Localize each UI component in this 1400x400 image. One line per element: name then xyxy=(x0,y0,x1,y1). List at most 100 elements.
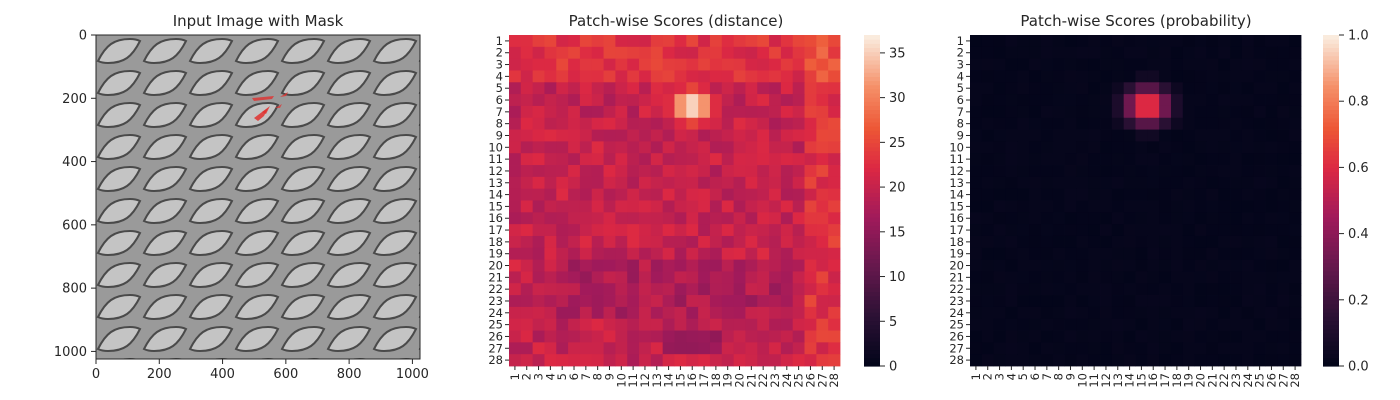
heatmap-cell xyxy=(1005,70,1018,83)
heatmap-cell xyxy=(1194,295,1207,308)
heatmap-cell xyxy=(1218,354,1231,367)
heatmap-cell xyxy=(1076,58,1089,71)
heatmap-cell xyxy=(579,224,593,237)
heatmap-cell xyxy=(1147,224,1160,237)
heatmap-cell xyxy=(1064,82,1077,95)
heatmap-cell xyxy=(615,153,628,166)
heatmap-cell xyxy=(1241,306,1255,320)
y-tick-label: 400 xyxy=(62,155,87,170)
heatmap-cell xyxy=(1206,247,1219,261)
heatmap-cell xyxy=(721,235,735,249)
distance-heatmap-cells xyxy=(509,35,841,367)
heatmap-cell xyxy=(1076,70,1089,83)
heatmap-cell xyxy=(792,141,805,154)
heatmap-cell xyxy=(1135,259,1148,272)
colorbar-segment xyxy=(864,142,880,148)
heatmap-cell xyxy=(1159,188,1172,201)
heatmap-cell xyxy=(733,117,746,130)
heatmap-cell xyxy=(1289,82,1302,95)
colorbar-segment xyxy=(1323,171,1339,177)
heatmap-cell xyxy=(1206,141,1219,154)
heatmap-cell xyxy=(804,247,817,261)
heatmap-cell xyxy=(556,330,569,343)
heatmap-cell xyxy=(1029,200,1042,213)
colorbar-segment xyxy=(1323,76,1339,82)
heatmap-cell xyxy=(532,117,545,130)
heatmap-cell xyxy=(1159,58,1172,71)
heatmap-cell xyxy=(532,235,545,249)
heatmap-cell xyxy=(509,200,522,213)
heatmap-cell xyxy=(1277,70,1290,83)
row-tick-label: 16 xyxy=(949,211,964,225)
heatmap-cell xyxy=(745,354,758,367)
heatmap-cell xyxy=(981,82,995,95)
heatmap-cell xyxy=(650,224,664,237)
heatmap-cell xyxy=(591,141,604,154)
heatmap-cell xyxy=(1265,117,1278,130)
heatmap-cell xyxy=(1088,295,1101,308)
heatmap-cell xyxy=(1064,354,1077,367)
heatmap-cell xyxy=(1182,283,1196,296)
heatmap-cell xyxy=(1206,153,1219,166)
heatmap-cell xyxy=(615,259,628,272)
heatmap-cell xyxy=(674,283,687,296)
heatmap-cell xyxy=(1111,165,1125,178)
heatmap-cell xyxy=(1277,94,1290,107)
heatmap-cell xyxy=(792,82,805,95)
heatmap-cell xyxy=(698,224,711,237)
heatmap-cell xyxy=(709,105,723,119)
col-tick-label: 21 xyxy=(744,373,758,388)
heatmap-cell xyxy=(1194,165,1207,178)
heatmap-cell xyxy=(674,105,687,119)
heatmap-cell xyxy=(1218,141,1231,154)
colorbar-segment xyxy=(864,262,880,268)
heatmap-cell xyxy=(1040,295,1054,308)
heatmap-cell xyxy=(1194,342,1207,355)
heatmap-cell xyxy=(674,82,687,95)
heatmap-cell xyxy=(509,153,522,166)
heatmap-cell xyxy=(520,342,534,355)
heatmap-cell xyxy=(1253,342,1266,355)
heatmap-cell xyxy=(1040,235,1054,249)
heatmap-cell xyxy=(780,259,794,272)
heatmap-cell xyxy=(1230,117,1243,130)
heatmap-cell xyxy=(1052,94,1065,107)
heatmap-cell xyxy=(1230,70,1243,83)
heatmap-cell xyxy=(780,105,794,119)
heatmap-cell xyxy=(1265,247,1278,261)
heatmap-cell xyxy=(1147,58,1160,71)
heatmap-cell xyxy=(1253,283,1266,296)
heatmap-cell xyxy=(627,46,640,60)
heatmap-cell xyxy=(686,330,699,343)
heatmap-cell xyxy=(828,306,841,320)
heatmap-cell xyxy=(769,354,782,367)
heatmap-cell xyxy=(1088,94,1101,107)
heatmap-cell xyxy=(745,224,758,237)
heatmap-cell xyxy=(816,212,829,225)
heatmap-cell xyxy=(591,117,604,130)
heatmap-cell xyxy=(520,35,534,48)
heatmap-cell xyxy=(1135,141,1148,154)
heatmap-cell xyxy=(1289,153,1302,166)
heatmap-cell xyxy=(1111,58,1125,71)
heatmap-cell xyxy=(1170,342,1184,355)
colorbar-segment xyxy=(1323,188,1339,193)
heatmap-cell xyxy=(970,94,983,107)
heatmap-cell xyxy=(792,153,805,166)
heatmap-cell xyxy=(1182,129,1196,142)
heatmap-cell xyxy=(639,176,652,190)
heatmap-cell xyxy=(1076,35,1089,48)
heatmap-cell xyxy=(1194,318,1207,331)
heatmap-cell xyxy=(698,271,711,284)
heatmap-cell xyxy=(721,82,735,95)
heatmap-cell xyxy=(1265,342,1278,355)
heatmap-cell xyxy=(757,224,770,237)
heatmap-cell xyxy=(1064,330,1077,343)
heatmap-cell xyxy=(1206,82,1219,95)
row-tick-label: 22 xyxy=(949,282,964,296)
heatmap-cell xyxy=(1100,46,1113,60)
heatmap-cell xyxy=(1100,188,1113,201)
heatmap-cell xyxy=(1218,129,1231,142)
heatmap-cell xyxy=(650,82,664,95)
heatmap-cell xyxy=(662,200,675,213)
